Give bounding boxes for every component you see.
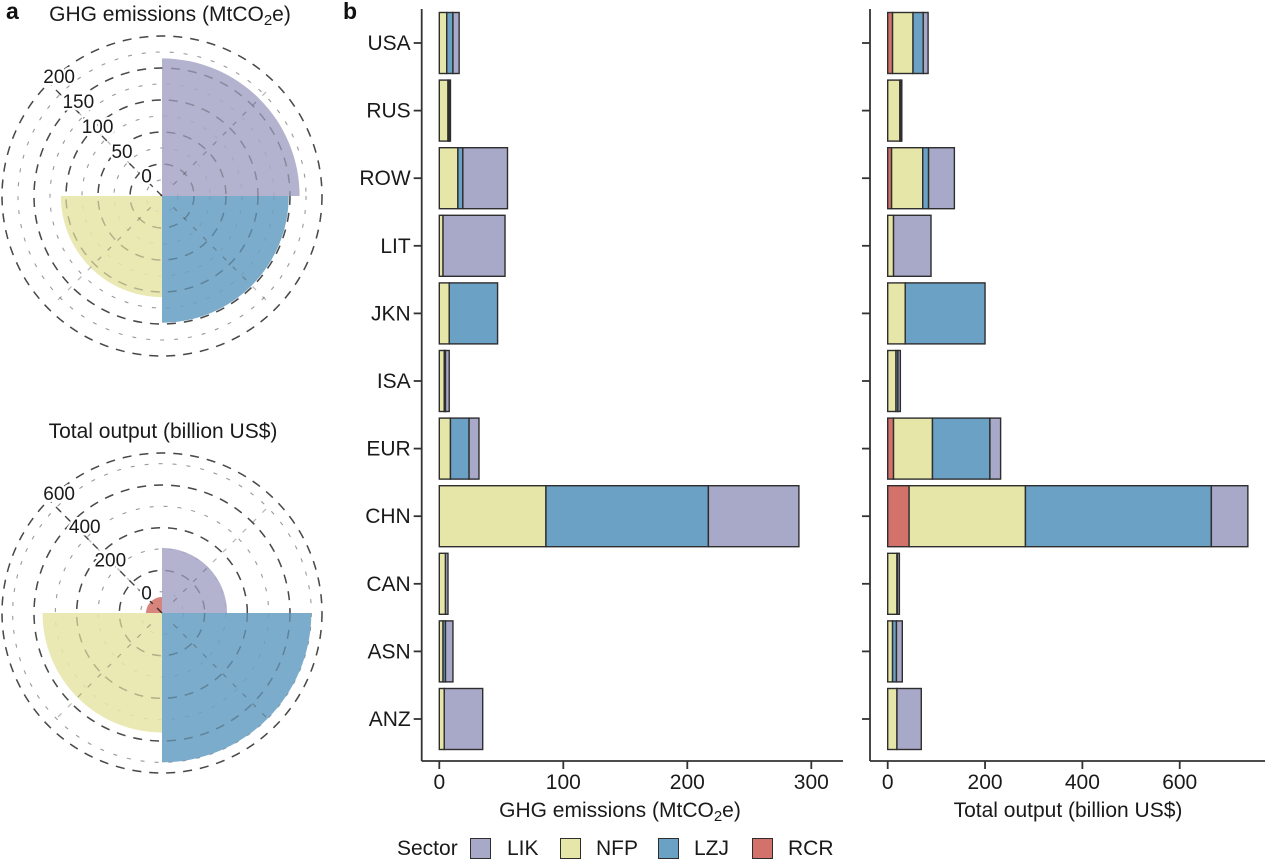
legend-swatch-lik: [470, 838, 491, 859]
svg-text:100: 100: [82, 117, 114, 138]
svg-text:GHG emissions (MtCO2e): GHG emissions (MtCO2e): [499, 799, 741, 825]
svg-text:600: 600: [1162, 771, 1197, 794]
legend-label-lik: LIK: [507, 837, 539, 860]
svg-text:RUS: RUS: [366, 100, 410, 123]
panel-label-b: b: [343, 0, 358, 24]
svg-text:50: 50: [111, 142, 132, 163]
svg-text:0: 0: [882, 771, 894, 794]
legend-label-lzj: LZJ: [694, 837, 730, 860]
svg-text:400: 400: [1065, 771, 1100, 794]
svg-text:CHN: CHN: [365, 505, 411, 528]
legend-swatch-rcr: [752, 838, 773, 859]
svg-text:ROW: ROW: [359, 167, 411, 190]
svg-text:JKN: JKN: [371, 302, 411, 325]
svg-text:GHG emissions (MtCO2e): GHG emissions (MtCO2e): [49, 3, 291, 29]
svg-text:ISA: ISA: [377, 370, 411, 393]
panel-label-a: a: [6, 0, 19, 24]
svg-text:200: 200: [968, 771, 1003, 794]
legend-label-rcr: RCR: [788, 837, 834, 860]
svg-text:600: 600: [43, 484, 75, 505]
svg-text:CAN: CAN: [366, 573, 410, 596]
svg-text:ASN: ASN: [368, 640, 411, 663]
svg-text:200: 200: [43, 67, 75, 88]
svg-text:200: 200: [94, 550, 126, 571]
polar-chart-total-output: 0 200 400 600 Total output (billion US$): [1, 420, 323, 774]
svg-text:0: 0: [433, 771, 445, 794]
svg-text:Total output (billion US$): Total output (billion US$): [954, 799, 1183, 822]
legend-title: Sector: [397, 837, 458, 860]
legend-label-nfp: NFP: [596, 837, 638, 860]
svg-text:0: 0: [141, 167, 152, 188]
svg-text:ANZ: ANZ: [369, 708, 411, 731]
svg-text:EUR: EUR: [366, 438, 410, 461]
svg-text:300: 300: [794, 771, 829, 794]
svg-text:USA: USA: [368, 32, 411, 55]
polar-chart-ghg-emissions: 0 50 100 150 200 GHG emissions (MtCO2e): [1, 3, 323, 357]
bar-chart-ghg-emissions: 0 100 200 300 GHG emissions (MtCO2e) USA RUS RO…: [359, 9, 843, 825]
bar-chart-total-output: 0 200 400 600 Total output (billion US$): [862, 9, 1265, 822]
svg-text:LIT: LIT: [380, 235, 411, 258]
svg-text:150: 150: [62, 92, 94, 113]
svg-text:400: 400: [69, 517, 101, 538]
svg-text:100: 100: [546, 771, 581, 794]
legend-swatch-nfp: [560, 838, 581, 859]
legend-swatch-lzj: [658, 838, 679, 859]
svg-text:0: 0: [141, 584, 152, 605]
svg-text:200: 200: [670, 771, 705, 794]
svg-text:Total output (billion US$): Total output (billion US$): [49, 420, 278, 443]
